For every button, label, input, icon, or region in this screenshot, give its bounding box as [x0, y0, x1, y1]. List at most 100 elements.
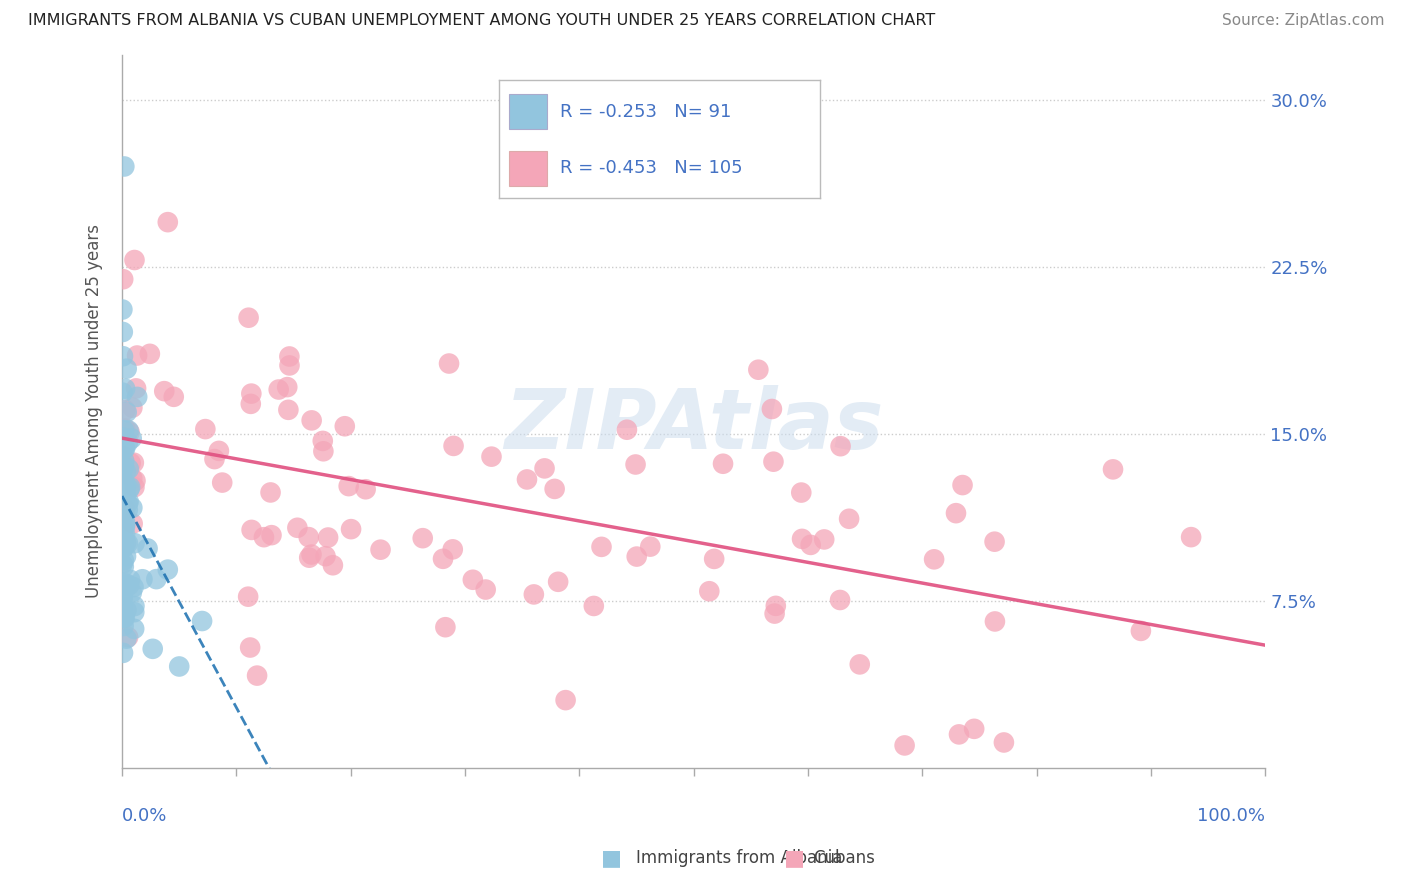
Point: [112, 455, 135, 469]
Point: [790, 532, 813, 546]
Point: [211, 475, 233, 490]
Point: [278, 359, 301, 373]
Point: [115, 632, 138, 646]
Point: [312, 444, 335, 458]
Point: [112, 491, 135, 506]
Point: [167, 659, 190, 673]
Point: [124, 605, 146, 619]
Point: [703, 552, 725, 566]
Point: [112, 610, 135, 624]
Point: [240, 386, 263, 401]
Point: [412, 531, 434, 545]
Point: [437, 357, 460, 371]
Point: [443, 439, 465, 453]
Point: [434, 620, 457, 634]
Point: [112, 539, 135, 553]
Point: [191, 614, 214, 628]
Point: [111, 385, 134, 400]
Point: [115, 361, 138, 376]
Point: [121, 471, 143, 485]
Point: [111, 325, 134, 339]
Point: [298, 530, 321, 544]
Point: [118, 494, 141, 508]
Point: [208, 443, 231, 458]
Point: [139, 347, 162, 361]
Point: [114, 465, 136, 479]
Point: [276, 380, 298, 394]
Point: [114, 507, 136, 521]
Point: [259, 485, 281, 500]
Point: [163, 390, 186, 404]
Text: 0.0%: 0.0%: [122, 807, 167, 825]
Point: [112, 523, 135, 537]
Y-axis label: Unemployment Among Youth under 25 years: Unemployment Among Youth under 25 years: [86, 225, 103, 599]
Point: [993, 735, 1015, 749]
Point: [984, 615, 1007, 629]
Point: [112, 434, 135, 449]
Point: [115, 579, 138, 593]
Point: [121, 585, 143, 599]
Point: [322, 558, 344, 573]
Point: [111, 463, 134, 477]
Point: [124, 480, 146, 494]
Point: [547, 574, 569, 589]
Point: [983, 534, 1005, 549]
Text: Immigrants from Albania: Immigrants from Albania: [636, 849, 842, 867]
Point: [112, 442, 135, 456]
Point: [1129, 624, 1152, 638]
Point: [316, 531, 339, 545]
Point: [111, 646, 134, 660]
Point: [112, 478, 135, 492]
Point: [111, 480, 134, 494]
Point: [315, 549, 337, 564]
Point: [333, 419, 356, 434]
Point: [136, 541, 159, 556]
Point: [156, 215, 179, 229]
Point: [111, 587, 134, 601]
Point: [370, 542, 392, 557]
Point: [761, 402, 783, 417]
Point: [194, 422, 217, 436]
Point: [582, 599, 605, 613]
Point: [112, 476, 135, 491]
Text: ■: ■: [785, 848, 804, 868]
Point: [1102, 462, 1125, 476]
Point: [354, 482, 377, 496]
Point: [763, 607, 786, 621]
Point: [312, 434, 335, 448]
Text: ■: ■: [602, 848, 621, 868]
Point: [945, 506, 967, 520]
Point: [112, 619, 135, 633]
Text: Cubans: Cubans: [813, 849, 875, 867]
Text: IMMIGRANTS FROM ALBANIA VS CUBAN UNEMPLOYMENT AMONG YOUTH UNDER 25 YEARS CORRELA: IMMIGRANTS FROM ALBANIA VS CUBAN UNEMPLO…: [28, 13, 935, 29]
Point: [516, 472, 538, 486]
Point: [111, 433, 134, 447]
Point: [111, 475, 134, 490]
Point: [301, 548, 323, 562]
Text: ZIPAtlas: ZIPAtlas: [505, 385, 883, 467]
Point: [114, 515, 136, 529]
Point: [114, 403, 136, 417]
Point: [112, 160, 135, 174]
Point: [340, 522, 363, 536]
Point: [114, 579, 136, 593]
Point: [253, 530, 276, 544]
Point: [112, 541, 135, 555]
Point: [122, 622, 145, 636]
Point: [112, 272, 135, 286]
Point: [830, 439, 852, 453]
Point: [156, 563, 179, 577]
Point: [114, 517, 136, 532]
Point: [112, 559, 135, 574]
Point: [153, 384, 176, 399]
Point: [118, 578, 141, 592]
Point: [554, 693, 576, 707]
Point: [112, 438, 135, 452]
Point: [115, 536, 138, 550]
Point: [117, 503, 139, 517]
Point: [124, 474, 146, 488]
Point: [441, 542, 464, 557]
Point: [298, 550, 321, 565]
Point: [711, 457, 734, 471]
Point: [114, 496, 136, 510]
